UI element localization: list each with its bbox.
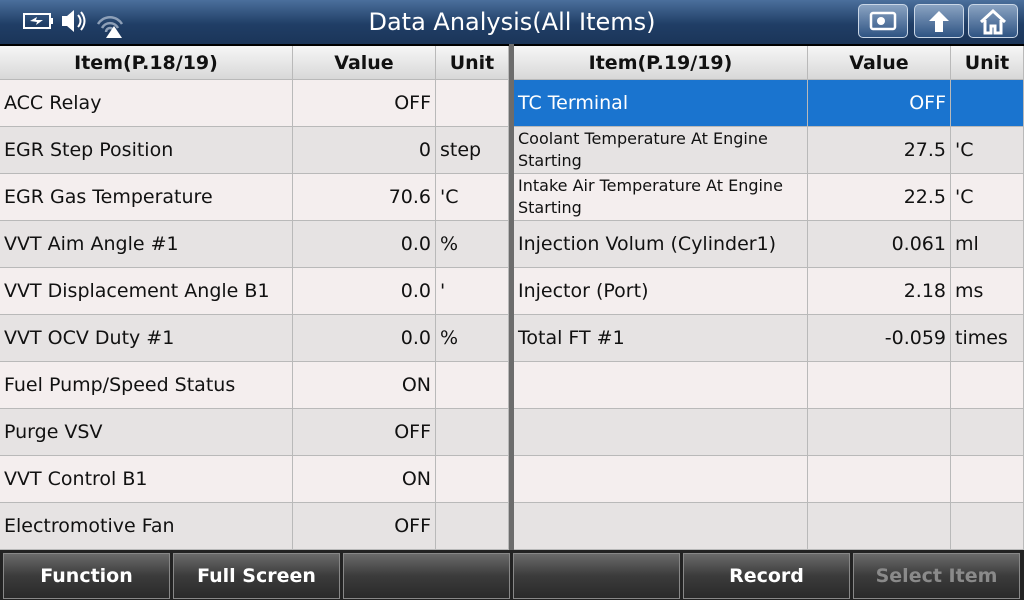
back-button[interactable]: [914, 4, 964, 38]
value-cell: 0.0: [293, 221, 436, 268]
unit-cell: [436, 362, 509, 409]
unit-cell: times: [951, 315, 1024, 362]
value-cell: [808, 456, 951, 503]
unit-cell: ': [436, 268, 509, 315]
unit-cell: ml: [951, 221, 1024, 268]
item-cell[interactable]: Coolant Temperature At Engine Starting: [514, 127, 808, 174]
item-cell[interactable]: EGR Gas Temperature: [0, 174, 293, 221]
value-cell: [808, 362, 951, 409]
unit-cell: 'C: [951, 174, 1024, 221]
item-cell[interactable]: EGR Step Position: [0, 127, 293, 174]
item-cell[interactable]: Injector (Port): [514, 268, 808, 315]
unit-cell: [951, 409, 1024, 456]
value-cell: [808, 409, 951, 456]
column-header: Value: [808, 46, 951, 80]
toolbar-button: [513, 553, 680, 599]
value-cell: OFF: [293, 503, 436, 550]
unit-cell: [951, 503, 1024, 550]
item-cell[interactable]: VVT OCV Duty #1: [0, 315, 293, 362]
column-header: Unit: [436, 46, 509, 80]
item-cell[interactable]: Electromotive Fan: [0, 503, 293, 550]
status-icons: [23, 10, 124, 38]
unit-cell: [951, 362, 1024, 409]
value-cell: 0.061: [808, 221, 951, 268]
divider: [509, 44, 514, 552]
value-cell: ON: [293, 456, 436, 503]
column-header: Unit: [951, 46, 1024, 80]
item-cell[interactable]: VVT Control B1: [0, 456, 293, 503]
value-cell: -0.059: [808, 315, 951, 362]
screenshot-button[interactable]: [858, 4, 908, 38]
value-cell: OFF: [293, 409, 436, 456]
value-cell: [808, 503, 951, 550]
toolbar-button[interactable]: Function: [3, 553, 170, 599]
unit-cell: 'C: [951, 127, 1024, 174]
value-cell: 27.5: [808, 127, 951, 174]
column-header: Item(P.19/19): [514, 46, 808, 80]
value-cell: ON: [293, 362, 436, 409]
item-cell[interactable]: Intake Air Temperature At Engine Startin…: [514, 174, 808, 221]
item-cell: [514, 409, 808, 456]
right-table: Item(P.19/19) Value Unit TC Terminal OFF Cool…: [514, 46, 1024, 550]
header: Data Analysis(All Items): [0, 0, 1024, 44]
value-cell: 2.18: [808, 268, 951, 315]
unit-cell: ms: [951, 268, 1024, 315]
unit-cell: step: [436, 127, 509, 174]
toolbar-button: Select Item: [853, 553, 1020, 599]
value-cell: 70.6: [293, 174, 436, 221]
unit-cell: [951, 80, 1024, 127]
unit-cell: [951, 456, 1024, 503]
item-cell[interactable]: VVT Displacement Angle B1: [0, 268, 293, 315]
home-button[interactable]: [968, 4, 1018, 38]
item-cell[interactable]: Injection Volum (Cylinder1): [514, 221, 808, 268]
unit-cell: %: [436, 221, 509, 268]
unit-cell: [436, 503, 509, 550]
item-cell[interactable]: Fuel Pump/Speed Status: [0, 362, 293, 409]
item-cell: [514, 503, 808, 550]
item-cell: [514, 362, 808, 409]
value-cell: 0: [293, 127, 436, 174]
unit-cell: %: [436, 315, 509, 362]
item-cell: [514, 456, 808, 503]
item-cell[interactable]: ACC Relay: [0, 80, 293, 127]
unit-cell: [436, 456, 509, 503]
unit-cell: 'C: [436, 174, 509, 221]
item-cell[interactable]: TC Terminal: [514, 80, 808, 127]
toolbar-button[interactable]: Full Screen: [173, 553, 340, 599]
toolbar-button: [343, 553, 510, 599]
toolbar: Function Full Screen Record Select Item: [0, 550, 1024, 600]
value-cell: 0.0: [293, 268, 436, 315]
unit-cell: [436, 80, 509, 127]
item-cell[interactable]: Total FT #1: [514, 315, 808, 362]
column-header: Item(P.18/19): [0, 46, 293, 80]
value-cell: OFF: [293, 80, 436, 127]
value-cell: 0.0: [293, 315, 436, 362]
value-cell: OFF: [808, 80, 951, 127]
title: Data Analysis(All Items): [368, 8, 656, 36]
value-cell: 22.5: [808, 174, 951, 221]
left-table: Item(P.18/19) Value Unit ACC Relay OFF EGR St…: [0, 46, 509, 550]
column-header: Value: [293, 46, 436, 80]
item-cell[interactable]: VVT Aim Angle #1: [0, 221, 293, 268]
unit-cell: [436, 409, 509, 456]
toolbar-button[interactable]: Record: [683, 553, 850, 599]
item-cell[interactable]: Purge VSV: [0, 409, 293, 456]
